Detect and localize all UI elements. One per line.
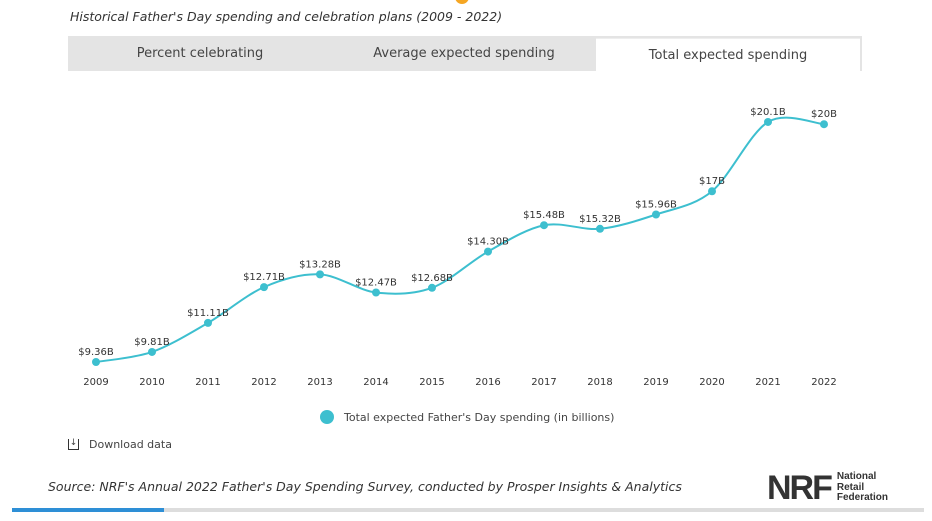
data-point[interactable]: [92, 358, 100, 366]
data-label: $14.30B: [467, 237, 509, 248]
download-data-button[interactable]: ↓ Download data: [68, 438, 172, 451]
data-label: $12.68B: [411, 273, 453, 284]
nrf-logo: NRF National Retail Federation: [767, 468, 889, 507]
data-point[interactable]: [316, 270, 324, 279]
x-tick-label: 2009: [83, 377, 108, 388]
data-label: $20B: [811, 109, 837, 120]
x-tick-label: 2011: [195, 377, 220, 388]
legend-label: Total expected Father's Day spending (in…: [344, 410, 615, 424]
data-label: $20.1B: [750, 107, 786, 118]
tab-average-expected-spending[interactable]: Average expected spending: [373, 46, 555, 61]
decorative-orange-dot: [455, 0, 469, 4]
logo-mark: NRF: [767, 468, 833, 507]
data-point[interactable]: [652, 210, 660, 219]
x-tick-label: 2010: [139, 377, 164, 388]
x-tick-label: 2015: [419, 377, 444, 388]
tab-total-expected-spending[interactable]: Total expected spending: [596, 38, 860, 71]
data-point[interactable]: [484, 247, 492, 256]
legend[interactable]: Total expected Father's Day spending (in…: [320, 410, 614, 424]
data-label: $11.11B: [187, 308, 229, 319]
x-tick-label: 2013: [307, 377, 332, 388]
data-label: $15.48B: [523, 210, 565, 221]
data-point[interactable]: [204, 318, 212, 327]
data-label: $15.96B: [635, 199, 677, 210]
source-note: Source: NRF's Annual 2022 Father's Day S…: [48, 479, 682, 494]
data-label: $12.71B: [243, 272, 285, 283]
data-point[interactable]: [820, 120, 828, 129]
tab-bar: Percent celebrating Average expected spe…: [68, 36, 862, 71]
tab-percent-celebrating[interactable]: Percent celebrating: [136, 46, 264, 61]
x-tick-label: 2018: [587, 377, 612, 388]
x-tick-label: 2016: [475, 377, 500, 388]
progress-bar: [12, 508, 924, 512]
data-label: $12.47B: [355, 277, 397, 288]
logo-line: Federation: [836, 492, 889, 503]
legend-marker: [320, 410, 334, 424]
progress-fill: [12, 508, 164, 512]
data-label: $17B: [699, 176, 725, 187]
x-tick-label: 2022: [811, 377, 836, 388]
chart-subtitle: Historical Father's Day spending and cel…: [70, 9, 503, 24]
line-chart: $9.36B 2009 $9.81B 2010 $11.11B 2011 $12.71B 20…: [78, 107, 837, 388]
data-label: $13.28B: [299, 259, 341, 270]
x-tick-label: 2019: [643, 377, 668, 388]
data-point[interactable]: [372, 288, 380, 297]
data-label: $9.36B: [78, 347, 114, 358]
data-point[interactable]: [708, 187, 716, 196]
x-tick-label: 2012: [251, 377, 276, 388]
download-icon: ↓: [68, 438, 79, 450]
x-tick-label: 2014: [363, 377, 388, 388]
data-point[interactable]: [764, 117, 772, 126]
download-label: Download data: [89, 438, 172, 451]
x-tick-label: 2021: [755, 377, 780, 388]
data-label: $9.81B: [134, 337, 170, 348]
logo-line: National: [836, 471, 877, 482]
data-label: $15.32B: [579, 214, 621, 225]
data-point[interactable]: [428, 283, 436, 292]
logo-line: Retail: [836, 481, 865, 493]
x-tick-label: 2017: [531, 377, 556, 388]
data-point[interactable]: [148, 347, 156, 356]
data-point[interactable]: [596, 224, 604, 233]
data-point[interactable]: [260, 283, 268, 292]
x-tick-label: 2020: [699, 377, 724, 388]
data-point[interactable]: [540, 221, 548, 230]
